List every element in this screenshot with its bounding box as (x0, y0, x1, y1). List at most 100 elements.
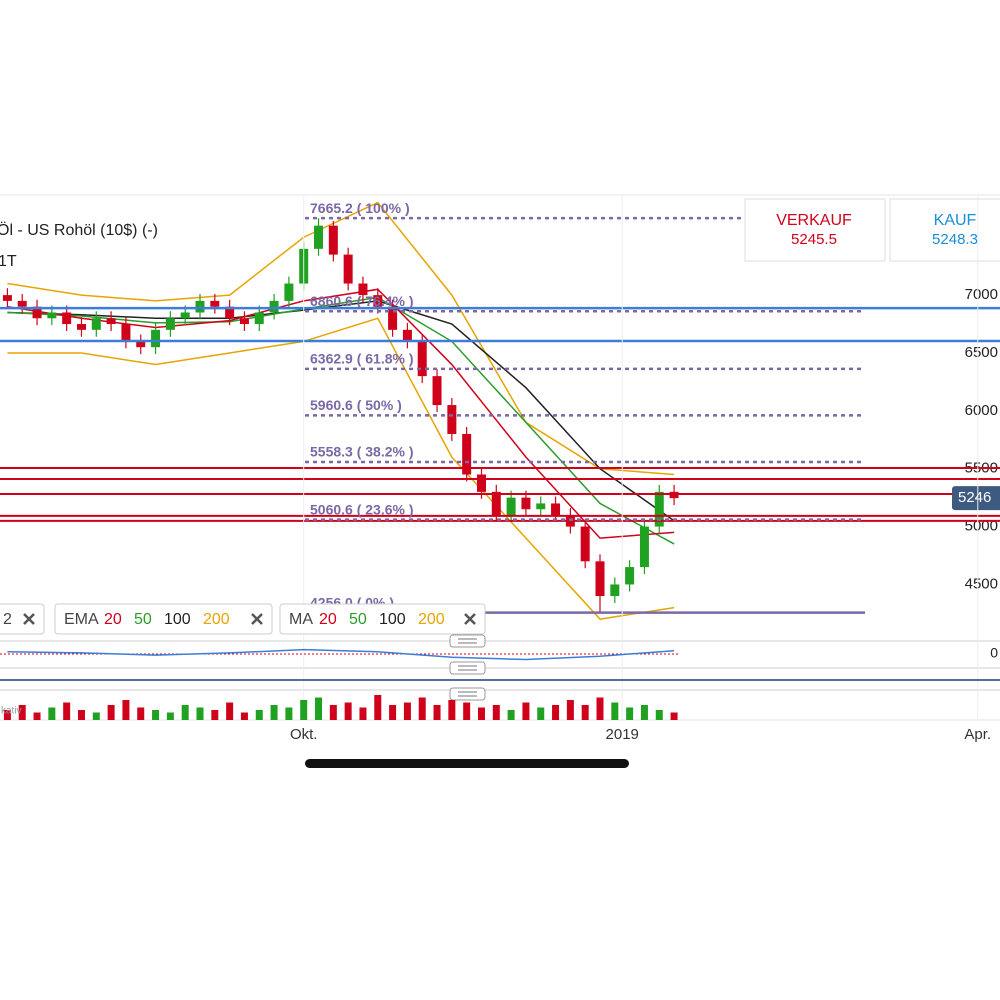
candle-body (417, 341, 427, 377)
volume-bar (640, 705, 648, 720)
oscillator-line (7, 648, 675, 661)
sell-price: 5245.5 (791, 231, 837, 248)
volume-bar (211, 710, 219, 720)
fib-label: 6362.9 ( 61.8% ) (310, 351, 414, 367)
candle-body (17, 300, 27, 307)
candle-body (62, 312, 72, 325)
candle-body (151, 329, 161, 348)
volume-bar (522, 702, 530, 720)
fib-label: 7665.2 ( 100% ) (310, 200, 410, 216)
volume-bar (344, 702, 352, 720)
volume-bar (537, 707, 545, 720)
volume-bar (611, 702, 619, 720)
volume-bar (48, 707, 56, 720)
candle-body (91, 318, 101, 330)
panel-handle[interactable] (449, 687, 486, 701)
fib-label: 5960.6 ( 50% ) (310, 397, 402, 413)
indicator-period: 50 (349, 611, 367, 628)
remove-icon[interactable] (251, 613, 263, 625)
candle-body (76, 324, 86, 330)
panel-handle-grip (458, 665, 477, 671)
volume-bar (626, 707, 634, 720)
candle-body (32, 306, 42, 319)
indicator-chip (0, 603, 45, 635)
candle-body (47, 312, 57, 319)
sell-label: VERKAUF (776, 212, 852, 229)
remove-icon[interactable] (23, 613, 35, 625)
indicator-period: 20 (104, 611, 122, 628)
volume-bar (403, 702, 411, 720)
volume-label: kativ (1, 706, 22, 717)
indicator-line (7, 201, 675, 476)
volume-bar (374, 695, 382, 720)
fib-label: 5558.3 ( 38.2% ) (310, 444, 414, 460)
volume-bar (596, 697, 604, 720)
x-tick-label: 2019 (606, 726, 639, 743)
panel-handle-grip (458, 638, 477, 644)
volume-bar (670, 712, 678, 720)
volume-bar (255, 710, 263, 720)
remove-icon[interactable] (464, 613, 476, 625)
candle-body (462, 433, 472, 475)
candle-body (284, 283, 294, 301)
volume-bar (655, 710, 663, 720)
candle-body (225, 306, 235, 319)
candle-body (106, 318, 116, 325)
y-tick-label: 4500 (965, 575, 998, 592)
indicator-line (7, 300, 675, 522)
volume-bar (92, 712, 100, 720)
volume-bar (77, 710, 85, 720)
volume-bar (240, 712, 248, 720)
candle-body (314, 225, 324, 249)
x-tick-label: Apr. (964, 726, 991, 743)
volume-bar (181, 705, 189, 720)
volume-bar (196, 707, 204, 720)
indicator-period: 100 (164, 611, 191, 628)
fib-label: 6860.6 ( 76.4% ) (310, 293, 414, 309)
candle-body (373, 295, 383, 307)
candle-body (432, 376, 442, 406)
candle-body (521, 497, 531, 510)
volume-bar (463, 702, 471, 720)
candle-body (595, 561, 605, 597)
candle-body (402, 329, 412, 342)
x-tick-label: Okt. (290, 726, 318, 743)
indicator-period: 20 (319, 611, 337, 628)
sell-box[interactable] (744, 198, 886, 262)
indicator-period: 200 (418, 611, 445, 628)
y-tick-label: 6000 (965, 402, 998, 419)
volume-bar (3, 710, 11, 720)
volume-bar (122, 700, 130, 720)
candle-body (447, 405, 457, 434)
chart-background (0, 195, 1000, 750)
candle-body (551, 503, 561, 516)
volume-bar (418, 697, 426, 720)
buy-box[interactable] (889, 198, 1000, 262)
home-indicator[interactable] (305, 759, 629, 768)
volume-bar (33, 712, 41, 720)
candle-body (625, 567, 635, 585)
panel-handle-grip (458, 691, 477, 697)
indicator-line (7, 317, 675, 620)
fib-label: 5060.6 ( 23.6% ) (310, 501, 414, 517)
y-tick-label: 7000 (965, 286, 998, 303)
candle-body (491, 491, 501, 516)
volume-bar (300, 700, 308, 720)
volume-bar (566, 700, 574, 720)
candle-body (388, 306, 398, 330)
volume-bar (226, 702, 234, 720)
panel-handle[interactable] (449, 634, 486, 648)
price-tag-label: 5246 (958, 489, 991, 506)
indicator-name: MA (289, 611, 313, 628)
volume-bar (315, 697, 323, 720)
candle-body (121, 324, 131, 342)
candle-body (269, 300, 279, 313)
candle-body (328, 225, 338, 255)
indicator-period: 100 (379, 611, 406, 628)
panel-handle[interactable] (449, 661, 486, 675)
price-tag (952, 486, 1000, 511)
volume-bar (477, 707, 485, 720)
volume-bar (552, 705, 560, 720)
indicator-period: 2 (3, 611, 12, 628)
